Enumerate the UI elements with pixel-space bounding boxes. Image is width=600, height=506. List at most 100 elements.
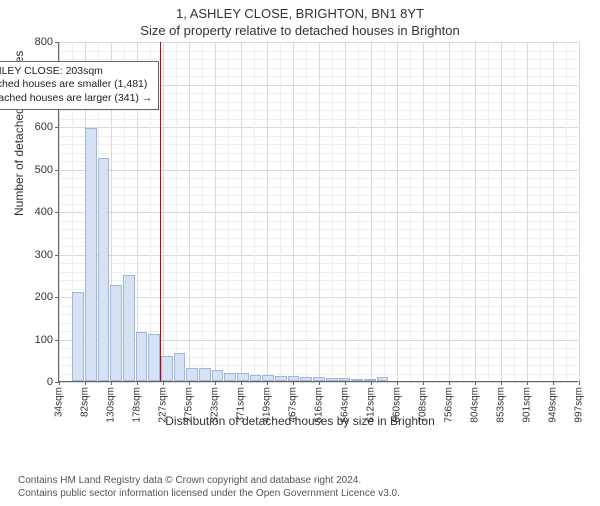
xtick-label: 419sqm — [262, 387, 273, 423]
xtick-mark — [267, 381, 268, 385]
xtick-mark — [189, 381, 190, 385]
gridline-v-major — [267, 42, 268, 381]
gridline-v-major — [579, 42, 580, 381]
xtick-mark — [371, 381, 372, 385]
xtick-mark — [475, 381, 476, 385]
histogram-bar — [300, 377, 312, 381]
gridline-v-major — [501, 42, 502, 381]
gridline-v-minor — [228, 42, 229, 381]
histogram-bar — [123, 275, 135, 381]
gridline-v-major — [527, 42, 528, 381]
histogram-bar — [339, 378, 351, 381]
gridline-v-minor — [540, 42, 541, 381]
histogram-bar — [326, 378, 338, 381]
xtick-mark — [85, 381, 86, 385]
gridline-v-minor — [410, 42, 411, 381]
histogram-bar — [377, 377, 389, 381]
gridline-v-minor — [254, 42, 255, 381]
gridline-v-major — [319, 42, 320, 381]
ytick-label: 600 — [35, 121, 53, 133]
footer: Contains HM Land Registry data © Crown c… — [18, 475, 400, 500]
gridline-v-major — [293, 42, 294, 381]
histogram-bar — [199, 368, 211, 381]
gridline-v-minor — [306, 42, 307, 381]
gridline-v-major — [397, 42, 398, 381]
xtick-mark — [319, 381, 320, 385]
xtick-label: 323sqm — [210, 387, 221, 423]
gridline-v-major — [189, 42, 190, 381]
gridline-v-major — [475, 42, 476, 381]
histogram-bar — [148, 334, 160, 381]
histogram-bar — [237, 373, 249, 381]
xtick-label: 82sqm — [80, 387, 91, 417]
histogram-bar — [275, 376, 287, 381]
histogram-bar — [72, 292, 84, 381]
gridline-v-major — [449, 42, 450, 381]
gridline-v-minor — [384, 42, 385, 381]
xtick-mark — [163, 381, 164, 385]
gridline-v-major — [345, 42, 346, 381]
xtick-mark — [527, 381, 528, 385]
chart-container: 010020030040050060070080034sqm82sqm130sq… — [58, 42, 578, 412]
xtick-mark — [241, 381, 242, 385]
xtick-mark — [137, 381, 138, 385]
xtick-label: 275sqm — [184, 387, 195, 423]
gridline-v-major — [371, 42, 372, 381]
xtick-mark — [423, 381, 424, 385]
gridline-v-major — [163, 42, 164, 381]
gridline-v-minor — [332, 42, 333, 381]
xtick-label: 178sqm — [132, 387, 143, 423]
gridline-v-major — [241, 42, 242, 381]
xtick-mark — [215, 381, 216, 385]
gridline-v-minor — [514, 42, 515, 381]
gridline-v-minor — [488, 42, 489, 381]
histogram-bar — [98, 158, 110, 381]
annotation-box: 1 ASHLEY CLOSE: 203sqm← 81% of detached … — [0, 61, 159, 110]
xtick-label: 564sqm — [340, 387, 351, 423]
xtick-label: 997sqm — [574, 387, 585, 423]
xtick-mark — [501, 381, 502, 385]
xtick-mark — [553, 381, 554, 385]
histogram-bar — [110, 285, 122, 381]
gridline-v-minor — [280, 42, 281, 381]
histogram-bar — [250, 375, 262, 381]
histogram-bar — [174, 353, 186, 381]
histogram-bar — [288, 376, 300, 381]
ytick-label: 400 — [35, 206, 53, 218]
histogram-bar — [186, 368, 198, 381]
xtick-label: 467sqm — [288, 387, 299, 423]
gridline-v-major — [215, 42, 216, 381]
xtick-label: 901sqm — [522, 387, 533, 423]
gridline-v-minor — [202, 42, 203, 381]
footer-line-2: Contains public sector information licen… — [18, 488, 400, 501]
ytick-label: 300 — [35, 249, 53, 261]
gridline-v-major — [423, 42, 424, 381]
plot-area: 010020030040050060070080034sqm82sqm130sq… — [58, 42, 578, 382]
ytick-label: 0 — [47, 376, 53, 388]
histogram-bar — [262, 375, 274, 381]
histogram-bar — [313, 377, 325, 381]
gridline-v-major — [553, 42, 554, 381]
footer-line-1: Contains HM Land Registry data © Crown c… — [18, 475, 400, 488]
gridline-v-minor — [176, 42, 177, 381]
xtick-label: 227sqm — [158, 387, 169, 423]
xtick-label: 708sqm — [418, 387, 429, 423]
page-subtitle: Size of property relative to detached ho… — [0, 23, 600, 38]
histogram-bar — [161, 356, 173, 382]
xtick-label: 853sqm — [496, 387, 507, 423]
marker-line — [160, 42, 161, 381]
histogram-bar — [224, 373, 236, 382]
histogram-bar — [136, 332, 148, 381]
xtick-mark — [111, 381, 112, 385]
xtick-label: 804sqm — [470, 387, 481, 423]
ytick-label: 100 — [35, 334, 53, 346]
page-title: 1, ASHLEY CLOSE, BRIGHTON, BN1 8YT — [0, 6, 600, 21]
histogram-bar — [85, 128, 97, 381]
gridline-v-minor — [566, 42, 567, 381]
gridline-v-minor — [358, 42, 359, 381]
xtick-label: 34sqm — [54, 387, 65, 417]
xtick-mark — [59, 381, 60, 385]
xtick-label: 612sqm — [366, 387, 377, 423]
xtick-label: 949sqm — [548, 387, 559, 423]
xtick-label: 516sqm — [314, 387, 325, 423]
